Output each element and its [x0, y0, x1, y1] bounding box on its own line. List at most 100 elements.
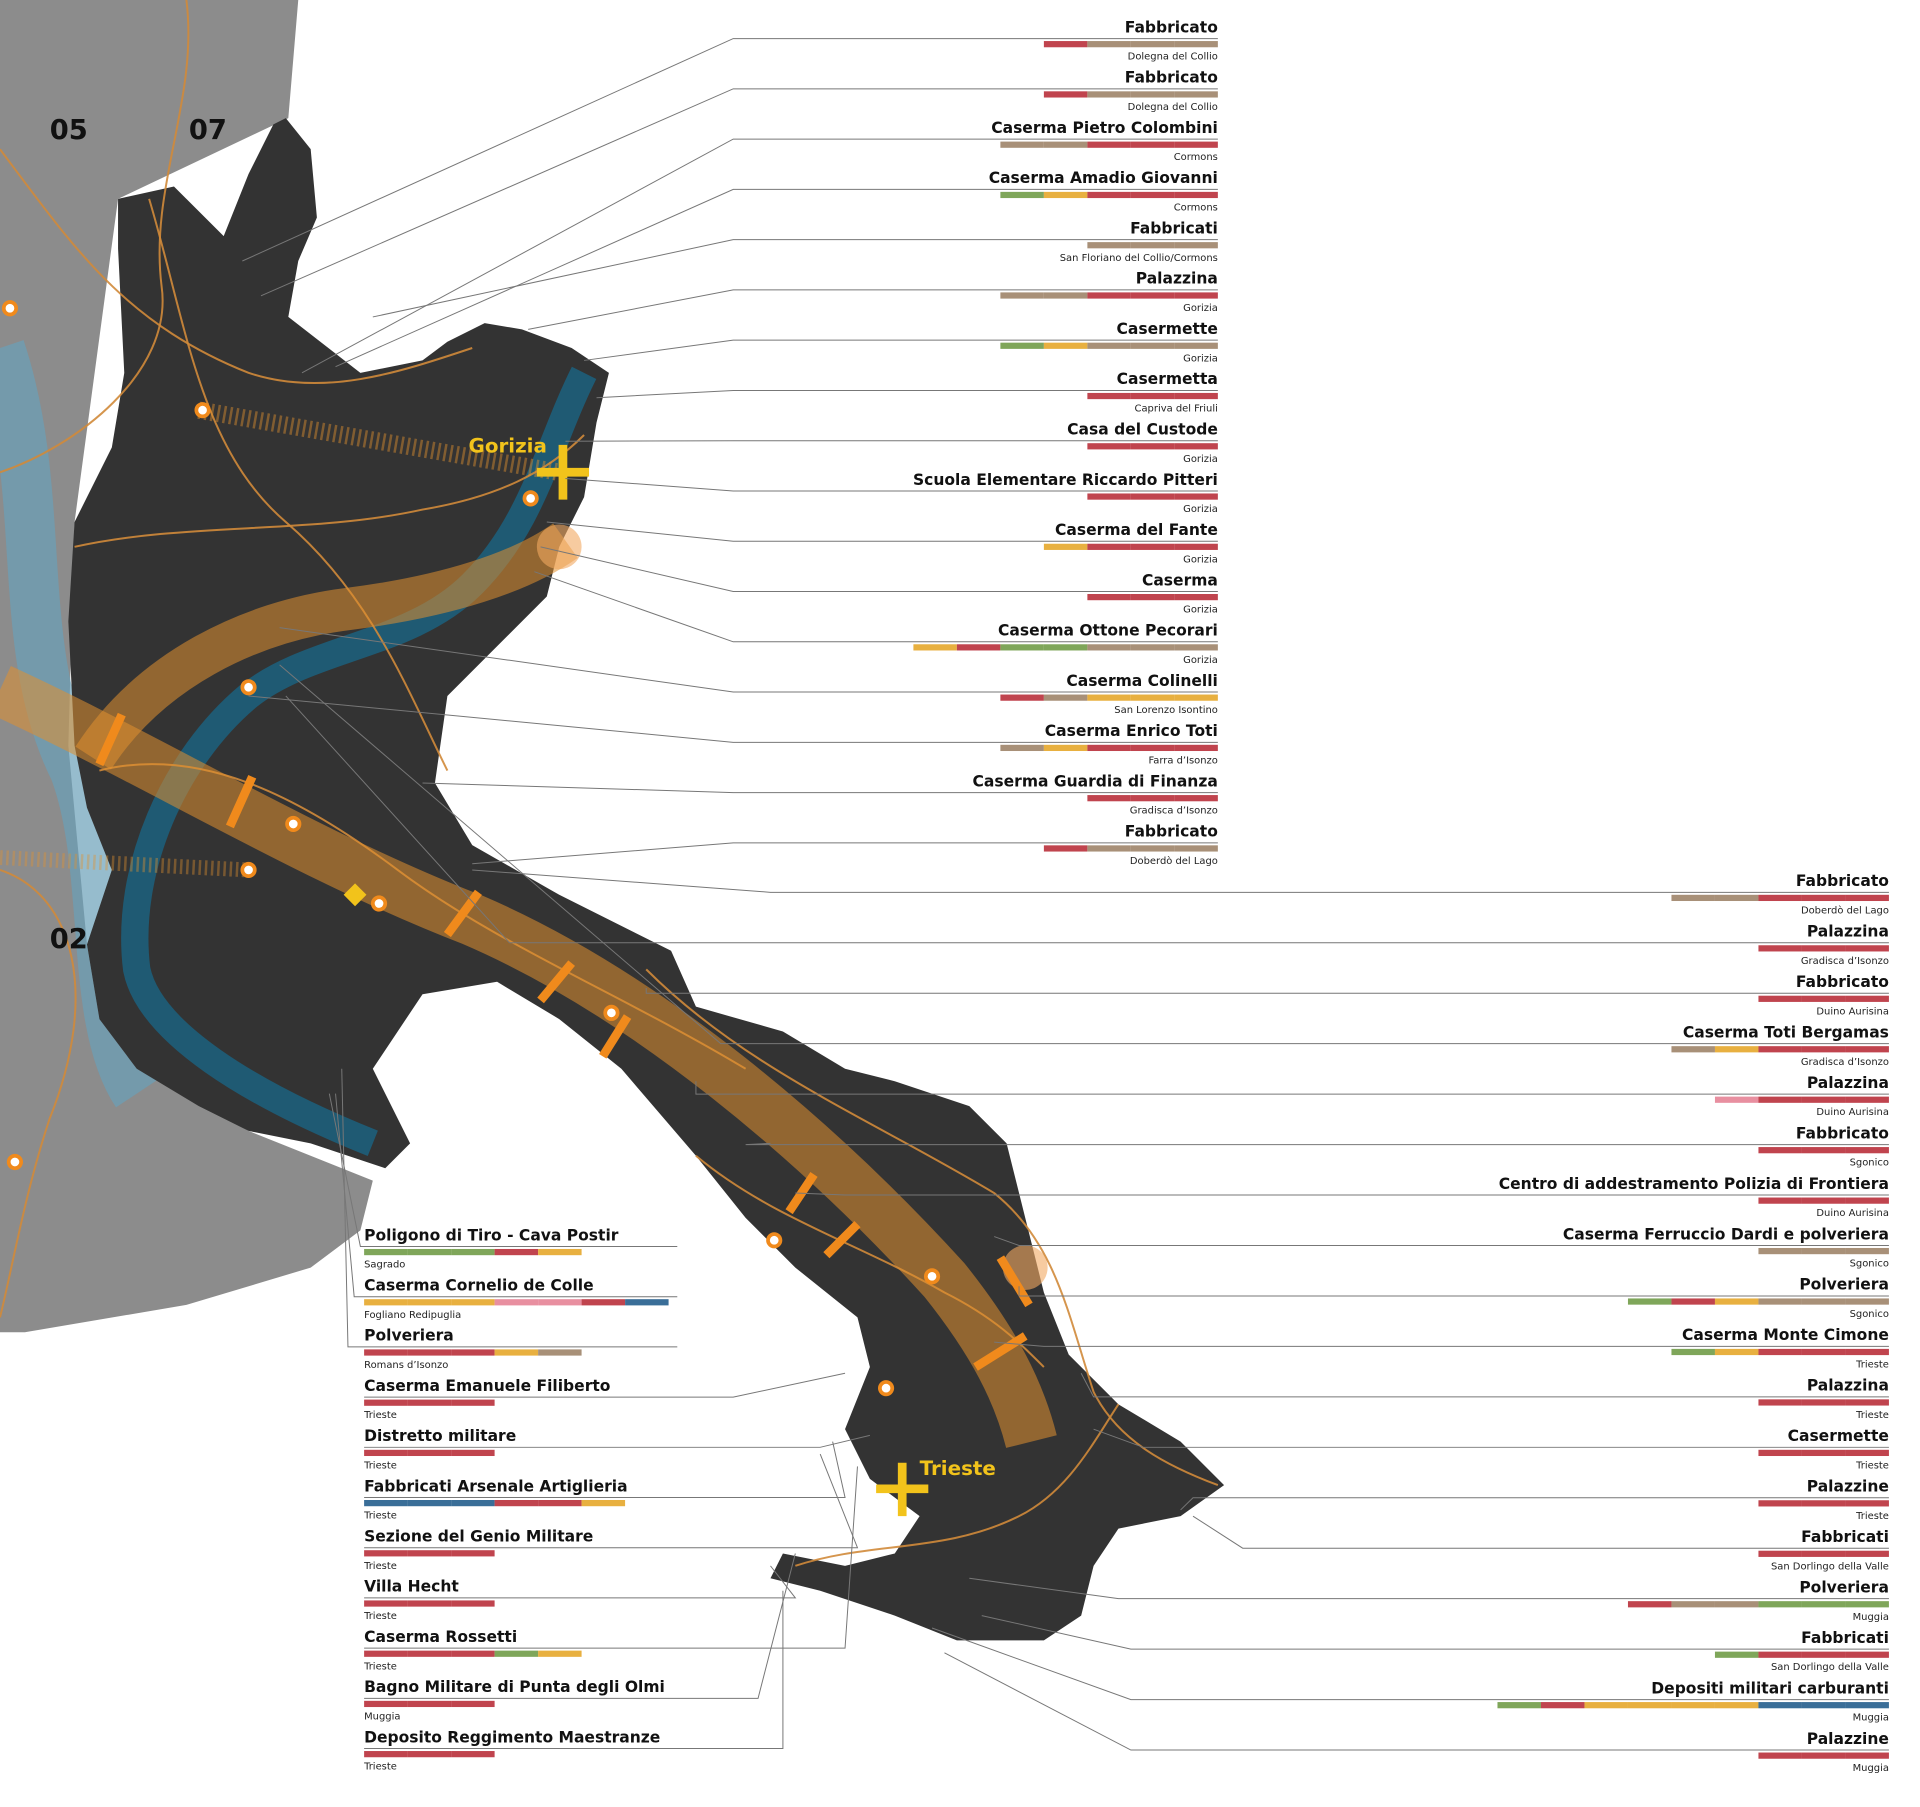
leader-line [372, 239, 1218, 318]
bar-segment [1540, 1702, 1585, 1709]
marker [443, 889, 482, 938]
bar-segment [1845, 1651, 1889, 1658]
bar-segment [407, 1299, 452, 1306]
bar-segment [451, 1449, 495, 1457]
bar-segment [1174, 342, 1218, 349]
bar-segment [1714, 894, 1759, 902]
bar-segment [1043, 191, 1088, 199]
site-name: Fabbricato [1796, 973, 1889, 991]
leader-line [248, 695, 1218, 743]
leader-line [341, 1068, 678, 1348]
site-place: Doberdò del Lago [1130, 855, 1218, 867]
leader-line [565, 477, 1218, 492]
bar-segment [407, 1700, 452, 1708]
bar-segment [1174, 845, 1218, 852]
bar-segment [1174, 292, 1218, 299]
bar-segment [1174, 493, 1218, 500]
node [603, 1004, 620, 1021]
site-place: Gorizia [1183, 303, 1218, 314]
bar-segment [538, 1299, 582, 1306]
site-name: Caserma Colinelli [1066, 672, 1218, 690]
bar-segment [1801, 1651, 1846, 1658]
bar-segment [1174, 91, 1218, 98]
bar-segment [1000, 292, 1044, 299]
leader-line [994, 1236, 1889, 1246]
site-name: Caserma Pietro Colombini [991, 119, 1218, 137]
bar-segment [1087, 694, 1131, 701]
bar-segment [1087, 493, 1131, 500]
leader-line [1093, 1428, 1889, 1448]
site-place: Dolegna del Collio [1128, 102, 1218, 113]
bar-segment [1671, 894, 1715, 902]
node [766, 1232, 783, 1249]
site-place: Gorizia [1183, 605, 1218, 616]
bar-segment [1845, 1298, 1889, 1305]
site-name: Caserma Ferruccio Dardi e polveriera [1563, 1225, 1889, 1243]
bar-segment [1130, 191, 1175, 199]
site-name: Caserma Cornelio de Colle [364, 1276, 594, 1294]
site-name: Villa Hecht [364, 1578, 459, 1596]
bar-segment [1801, 1399, 1846, 1406]
bar-segment [1087, 543, 1131, 550]
leader-line [584, 339, 1218, 361]
bar-segment [1845, 1046, 1889, 1053]
site-place: San Dorlingo della Valle [1771, 1662, 1889, 1673]
bar-segment [1087, 594, 1131, 601]
bar-segment [1087, 41, 1131, 48]
bar-segment [1801, 1298, 1846, 1305]
bar-segment [1130, 795, 1175, 802]
site-place: Trieste [363, 1611, 397, 1622]
bar-segment [1801, 1046, 1846, 1053]
bar-segment [1087, 392, 1131, 400]
site-name: Fabbricato [1796, 872, 1889, 890]
road [148, 198, 449, 771]
bar-segment [913, 644, 957, 651]
site-name: Sezione del Genio Militare [364, 1528, 593, 1546]
bar-segment [581, 1299, 626, 1306]
leader-line [328, 1093, 678, 1247]
corridors [0, 300, 1057, 1449]
bar-segment [1845, 894, 1889, 902]
bar-segment [364, 1650, 408, 1657]
leader-line [301, 138, 1218, 374]
bar-segment [1714, 1046, 1759, 1053]
marker [599, 1014, 632, 1059]
bar-segment [1000, 141, 1044, 148]
site-place: Trieste [1855, 1460, 1889, 1471]
bar-segment [1627, 1298, 1672, 1305]
site-place: Fogliano Redipuglia [364, 1310, 461, 1321]
site-place: Trieste [1855, 1410, 1889, 1421]
bar-segment [494, 1248, 539, 1256]
bar-segment [1043, 292, 1088, 299]
bar-segment [1801, 1247, 1846, 1255]
bar-segment [451, 1500, 495, 1507]
site-name: Palazzina [1807, 1377, 1889, 1395]
leader-line [944, 1652, 1889, 1751]
site-place: Duino Aurisina [1816, 1107, 1889, 1118]
site-place: San Lorenzo Isontino [1114, 705, 1218, 716]
bar-segment [364, 1500, 408, 1507]
corridor [0, 850, 249, 878]
site-place: Muggia [1853, 1763, 1889, 1774]
bar-segment [1671, 1702, 1715, 1709]
site-name: Palazzine [1807, 1478, 1889, 1496]
site-name: Palazzina [1136, 270, 1218, 288]
node [285, 815, 302, 833]
bar-segment [538, 1248, 582, 1256]
bar-segment [538, 1349, 582, 1356]
site-place: Doberdò del Lago [1801, 904, 1889, 916]
site-name: Fabbricato [1125, 69, 1218, 87]
site-place: Dolegna del Collio [1128, 52, 1218, 63]
leader-line [745, 1142, 1889, 1146]
site-name: Caserma Emanuele Filiberto [364, 1377, 610, 1395]
bar-segment [1758, 1298, 1802, 1305]
bar-segment [1845, 1601, 1889, 1608]
site-place: Sgonico [1850, 1158, 1889, 1169]
bar-segment [1845, 995, 1889, 1002]
node-halo [536, 524, 582, 570]
bar-segment [1758, 1096, 1802, 1103]
site-name: Caserma Rossetti [364, 1628, 517, 1646]
bar-segment [1845, 1500, 1889, 1507]
bar-segment [364, 1600, 408, 1607]
